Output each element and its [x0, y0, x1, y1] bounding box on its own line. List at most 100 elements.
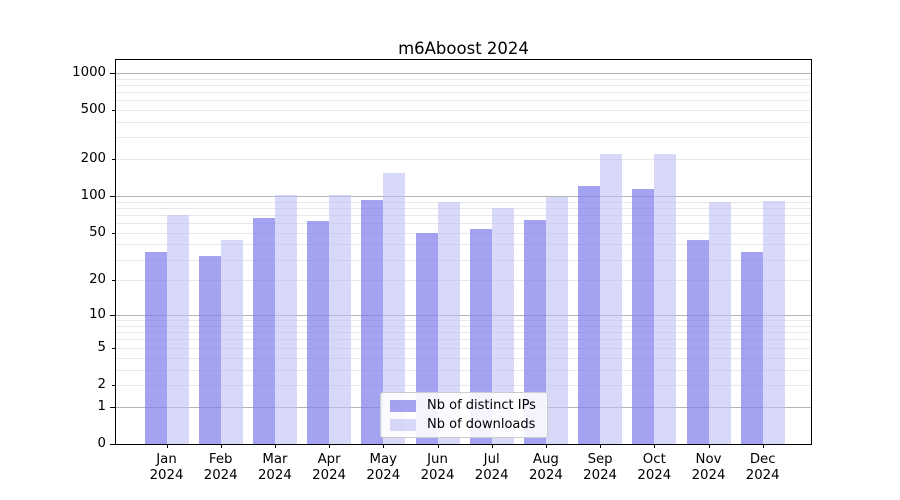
legend-entry-distinct-ips: Nb of distinct IPs [390, 398, 538, 413]
xtick-label-jun: Jun 2024 [420, 452, 455, 483]
xtick-mark-feb [220, 444, 222, 448]
gridline-minor-600 [116, 100, 811, 102]
ytick-label-20: 20 [89, 272, 106, 288]
xtick-mark-aug [545, 444, 547, 448]
bar-ips-aug [523, 219, 546, 444]
gridline-minor-9 [116, 320, 811, 322]
ytick-label-100: 100 [80, 188, 106, 204]
xtick-mark-jul [491, 444, 493, 448]
gridline-minor-80 [116, 207, 811, 209]
bar-ips-jun [415, 232, 438, 444]
gridline-minor-70 [116, 214, 811, 216]
ytick-mark-500 [112, 110, 116, 112]
gridline-minor-5 [116, 347, 811, 349]
bar-ips-dec [740, 251, 763, 444]
bar-ips-nov [686, 239, 709, 444]
plot-area [115, 59, 812, 445]
xtick-label-sep: Sep 2024 [583, 452, 618, 483]
gridline-major-1000 [116, 72, 811, 74]
xtick-mark-may [383, 444, 385, 448]
xtick-label-jan: Jan 2024 [149, 452, 184, 483]
ytick-mark-1000 [110, 72, 116, 74]
gridline-minor-6 [116, 339, 811, 341]
ytick-mark-0 [110, 444, 116, 445]
gridline-minor-500 [116, 110, 811, 112]
gridline-minor-2 [116, 384, 811, 386]
legend-swatch-downloads [390, 418, 416, 431]
gridline-major-100 [116, 196, 811, 198]
xtick-label-oct: Oct 2024 [637, 452, 672, 483]
ytick-mark-10 [110, 315, 116, 317]
gridline-minor-700 [116, 91, 811, 93]
bar-downloads-dec [762, 201, 785, 444]
gridline-minor-90 [116, 201, 811, 203]
xtick-label-may: May 2024 [366, 452, 401, 483]
bar-downloads-may [383, 172, 406, 444]
bar-ips-feb [198, 256, 221, 444]
xtick-label-mar: Mar 2024 [257, 452, 292, 483]
gridline-minor-3 [116, 369, 811, 371]
gridline-minor-800 [116, 84, 811, 86]
xtick-mark-apr [329, 444, 331, 448]
ytick-label-10: 10 [89, 307, 106, 323]
bar-downloads-sep [600, 154, 623, 444]
xtick-label-nov: Nov 2024 [691, 452, 726, 483]
xtick-mark-jun [437, 444, 439, 448]
ytick-mark-100 [110, 196, 116, 198]
legend-label-distinct-ips: Nb of distinct IPs [427, 398, 536, 413]
bar-ips-sep [578, 185, 601, 444]
gridline-minor-60 [116, 223, 811, 225]
bar-ips-oct [632, 189, 655, 444]
legend-swatch-distinct-ips [390, 399, 416, 412]
bar-downloads-apr [329, 195, 352, 444]
ytick-label-200: 200 [80, 151, 106, 167]
ytick-mark-20 [112, 280, 116, 282]
bar-downloads-mar [274, 195, 297, 444]
bar-ips-jan [144, 251, 167, 444]
xtick-label-aug: Aug 2024 [528, 452, 563, 483]
bar-ips-apr [307, 221, 330, 444]
xtick-label-jul: Jul 2024 [474, 452, 509, 483]
ytick-label-500: 500 [80, 102, 106, 118]
ytick-mark-5 [112, 347, 116, 349]
legend-label-downloads: Nb of downloads [427, 417, 536, 432]
bar-ips-mar [252, 218, 275, 444]
gridline-minor-50 [116, 232, 811, 234]
legend-entry-downloads: Nb of downloads [390, 417, 538, 432]
ytick-label-5: 5 [97, 339, 106, 355]
ytick-label-1: 1 [97, 398, 106, 414]
ytick-mark-1 [110, 406, 116, 408]
xtick-mark-oct [654, 444, 656, 448]
xtick-mark-nov [708, 444, 710, 448]
ytick-mark-2 [112, 384, 116, 386]
gridline-minor-20 [116, 280, 811, 282]
bar-downloads-jul [491, 207, 514, 444]
ytick-mark-50 [112, 232, 116, 234]
xtick-mark-sep [600, 444, 602, 448]
xtick-mark-jan [166, 444, 168, 448]
bar-ips-jul [469, 228, 492, 444]
ytick-label-50: 50 [89, 224, 106, 240]
bar-downloads-nov [708, 202, 731, 444]
xtick-label-feb: Feb 2024 [203, 452, 238, 483]
bar-downloads-jan [166, 215, 189, 444]
gridline-minor-200 [116, 159, 811, 161]
ytick-label-1000: 1000 [72, 64, 106, 80]
ytick-mark-200 [112, 159, 116, 161]
chart-title: m6Aboost 2024 [398, 39, 529, 58]
xtick-label-apr: Apr 2024 [312, 452, 347, 483]
gridline-minor-900 [116, 78, 811, 80]
gridline-minor-30 [116, 259, 811, 261]
gridline-minor-300 [116, 137, 811, 139]
gridline-minor-7 [116, 332, 811, 334]
bar-downloads-oct [654, 154, 677, 444]
xtick-mark-dec [762, 444, 764, 448]
bar-downloads-feb [220, 239, 243, 444]
gridline-minor-40 [116, 244, 811, 246]
gridline-minor-4 [116, 357, 811, 359]
ytick-label-2: 2 [97, 376, 106, 392]
gridline-major-10 [116, 315, 811, 317]
gridline-minor-400 [116, 121, 811, 123]
ytick-label-0: 0 [97, 436, 106, 451]
